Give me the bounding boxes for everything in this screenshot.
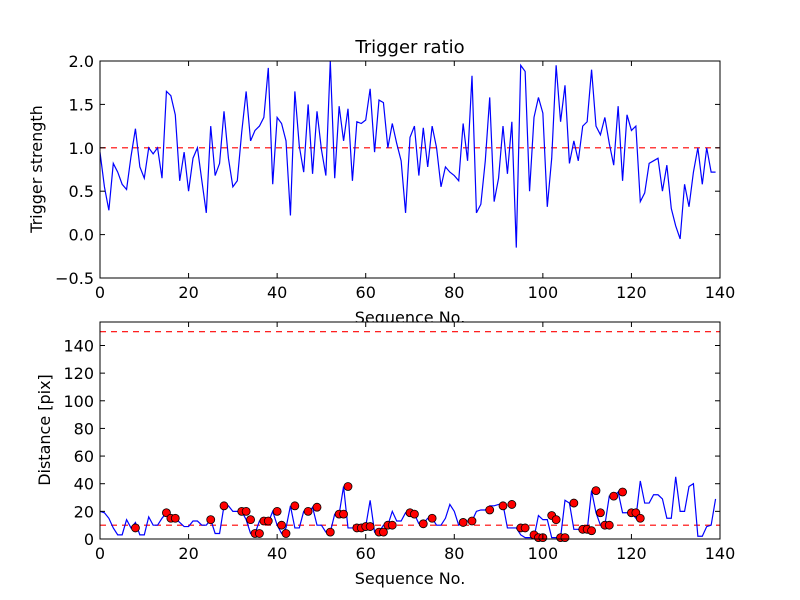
top-plot-frame (99, 60, 721, 279)
bottom-data-point (427, 513, 437, 523)
top-axis-ticks: 0 20 40 60 80 100 120 140 −0.5 0.0 0.5 1.0 1.5 2.0 (55, 52, 735, 302)
bottom-data-point (281, 529, 291, 538)
top-plot-area (100, 61, 720, 278)
top-plot: Trigger ratio 0 20 40 60 80 100 120 140−0.50.00… (27, 37, 735, 327)
bottom-y-tick-label: 60 (74, 447, 94, 466)
bottom-x-tick-label: 20 (178, 544, 198, 563)
bottom-y-tick-label: 100 (63, 392, 94, 411)
bottom-y-tick-label: 80 (74, 419, 94, 438)
bottom-y-tick-label: 140 (63, 336, 94, 355)
bottom-plot-frame (99, 321, 721, 540)
bottom-y-tick-label: 20 (74, 502, 94, 521)
bottom-data-point (507, 500, 517, 509)
bottom-data-point (312, 502, 322, 512)
bottom-plot-content (99, 331, 720, 543)
top-x-tick-label: 100 (528, 283, 559, 302)
top-y-tick-label: 0.5 (69, 182, 94, 201)
bottom-data-point (277, 520, 286, 530)
bottom-data-point (520, 523, 530, 533)
bottom-data-point (263, 516, 273, 526)
bottom-data-point (246, 515, 255, 525)
bottom-data-point (410, 509, 419, 519)
bottom-data-point (206, 515, 216, 525)
top-series-line (99, 60, 716, 248)
top-x-tick-label: 60 (356, 283, 376, 302)
bottom-data-point (569, 498, 579, 508)
bottom-data-point (303, 506, 313, 516)
bottom-x-tick-label: 100 (528, 544, 559, 563)
bottom-data-point (365, 522, 375, 531)
bottom-data-point (609, 491, 619, 501)
bottom-data-point (591, 486, 601, 496)
bottom-data-point (485, 505, 495, 515)
bottom-y-axis-label: Distance [pix] (35, 374, 54, 486)
top-y-tick-label: −0.5 (55, 269, 94, 288)
bottom-x-tick-label: 40 (267, 544, 287, 563)
top-y-axis-label: Trigger strength (27, 105, 46, 234)
bottom-plot-area (100, 322, 720, 539)
bottom-data-point (290, 501, 300, 511)
top-y-tick-label: 2.0 (69, 52, 94, 71)
bottom-data-point (379, 527, 388, 537)
bottom-data-point (170, 513, 180, 523)
bottom-data-point (325, 527, 335, 537)
bottom-y-tick-label: 40 (74, 475, 94, 494)
bottom-x-tick-label: 80 (444, 544, 464, 563)
bottom-data-point (387, 520, 397, 530)
bottom-data-point (560, 533, 570, 543)
bottom-data-point (467, 516, 477, 526)
bottom-data-point (255, 529, 264, 538)
bottom-data-point (272, 506, 282, 516)
bottom-x-tick-label: 140 (705, 544, 736, 563)
top-plot-content (99, 60, 720, 248)
top-y-tick-label: 1.0 (69, 139, 94, 158)
bottom-x-tick-label: 0 (95, 544, 105, 563)
top-y-tick-label: 1.5 (69, 95, 94, 114)
top-chart-title: Trigger ratio (354, 37, 464, 58)
bottom-data-point (339, 509, 348, 519)
bottom-plot: 0 20 40 60 80 100 120 140 0 20 40 60 80 100 120 140 Seq… (35, 321, 735, 588)
bottom-y-tick-label: 0 (84, 530, 94, 549)
top-x-tick-label: 140 (705, 283, 736, 302)
top-x-tick-label: 80 (444, 283, 464, 302)
bottom-data-point (418, 519, 428, 529)
bottom-data-point (635, 513, 645, 523)
bottom-data-point (604, 520, 614, 530)
top-x-tick-label: 20 (178, 283, 198, 302)
bottom-data-point (618, 487, 627, 497)
bottom-data-point (131, 523, 140, 533)
bottom-data-point (458, 518, 468, 527)
bottom-y-tick-label: 120 (63, 364, 94, 383)
bottom-data-point (498, 501, 508, 511)
top-x-tick-label: 40 (267, 283, 287, 302)
bottom-data-point (587, 526, 596, 536)
bottom-data-point (596, 508, 605, 518)
bottom-x-axis-label: Sequence No. (355, 569, 466, 588)
top-x-tick-label: 0 (95, 283, 105, 302)
bottom-data-point (551, 515, 561, 525)
bottom-axis-ticks: 0 20 40 60 80 100 120 140 0 20 40 60 80 100 120 140 (63, 322, 735, 563)
bottom-x-tick-label: 120 (616, 544, 647, 563)
bottom-x-tick-label: 60 (356, 544, 376, 563)
bottom-data-point (343, 482, 353, 491)
top-x-tick-label: 120 (616, 283, 647, 302)
bottom-data-point (241, 506, 251, 516)
top-y-tick-label: 0.0 (69, 226, 94, 245)
bottom-data-point (219, 501, 229, 511)
